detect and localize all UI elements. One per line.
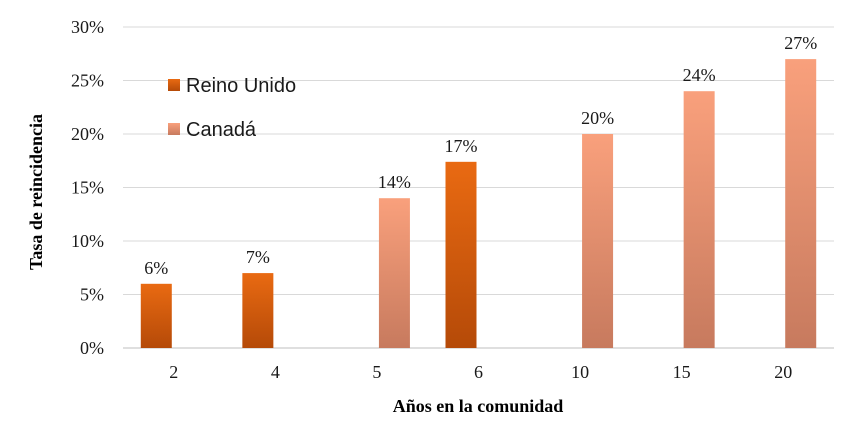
x-tick-label: 20 bbox=[774, 362, 792, 382]
legend-label-reino-unido: Reino Unido bbox=[186, 75, 296, 97]
x-tick-label: 10 bbox=[571, 362, 589, 382]
bar-canada bbox=[785, 59, 817, 348]
bars bbox=[140, 59, 817, 348]
y-tick-label: 5% bbox=[80, 285, 104, 305]
data-labels: 6% 7% 17% 14% 20% 24% 27% bbox=[144, 33, 817, 278]
y-axis-title: Tasa de reincidencia bbox=[26, 114, 46, 270]
y-tick-label: 30% bbox=[71, 17, 104, 37]
bar-canada bbox=[582, 134, 614, 348]
data-label: 24% bbox=[683, 65, 716, 85]
bar-reino-unido bbox=[242, 273, 274, 348]
x-axis-title: Años en la comunidad bbox=[393, 396, 564, 416]
x-tick-label: 15 bbox=[673, 362, 691, 382]
y-tick-label: 25% bbox=[71, 71, 104, 91]
bar-reino-unido bbox=[140, 283, 172, 348]
x-tick-label: 4 bbox=[271, 362, 280, 382]
data-label: 20% bbox=[581, 108, 614, 128]
data-label: 7% bbox=[246, 247, 270, 267]
gridlines bbox=[123, 26, 834, 349]
data-label: 27% bbox=[784, 33, 817, 53]
data-label: 17% bbox=[445, 136, 478, 156]
y-tick-label: 10% bbox=[71, 231, 104, 251]
legend: Reino Unido Canadá bbox=[168, 75, 296, 141]
data-label: 14% bbox=[378, 172, 411, 192]
legend-swatch-canada bbox=[168, 123, 180, 135]
legend-label-canada: Canadá bbox=[186, 119, 257, 141]
bar-reino-unido bbox=[445, 161, 477, 348]
y-tick-label: 15% bbox=[71, 178, 104, 198]
x-tick-label: 2 bbox=[169, 362, 178, 382]
data-label: 6% bbox=[144, 258, 168, 278]
y-axis-ticks: 0% 5% 10% 15% 20% 25% 30% bbox=[71, 17, 104, 358]
x-tick-label: 6 bbox=[474, 362, 483, 382]
x-axis-ticks: 2 4 5 6 10 15 20 bbox=[169, 362, 792, 382]
x-tick-label: 5 bbox=[372, 362, 381, 382]
y-tick-label: 0% bbox=[80, 338, 104, 358]
bar-canada bbox=[378, 198, 410, 348]
legend-swatch-reino-unido bbox=[168, 79, 180, 91]
bar-canada bbox=[683, 91, 715, 348]
y-tick-label: 20% bbox=[71, 124, 104, 144]
